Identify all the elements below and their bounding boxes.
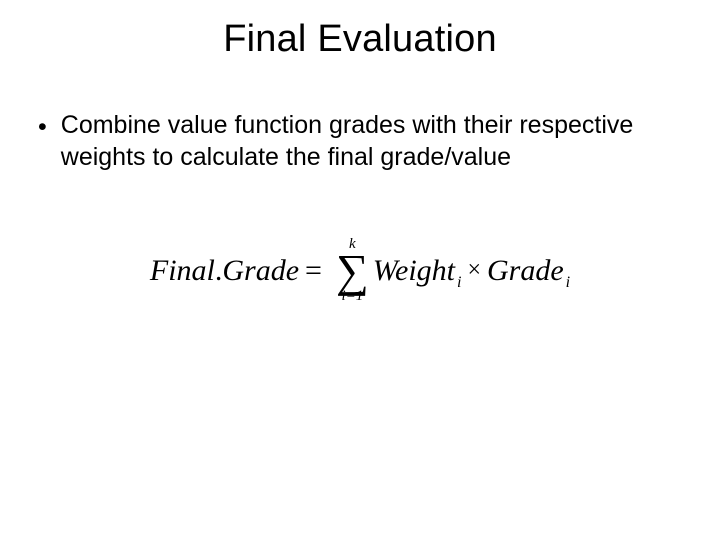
grade-term: Grade i xyxy=(487,254,570,288)
sum-lower: i=1 xyxy=(341,289,363,304)
lhs-grade: Grade xyxy=(222,254,299,288)
weight-subscript: i xyxy=(457,274,461,292)
times-icon: × xyxy=(467,257,481,284)
grade-word: Grade xyxy=(487,254,564,288)
weight-word: Weight xyxy=(373,254,455,288)
formula: Final.Grade = k ∑ i=1 Weight i × Grade i xyxy=(150,237,570,304)
summation: k ∑ i=1 xyxy=(336,237,369,304)
lhs-final: Final xyxy=(150,254,215,288)
formula-region: Final.Grade = k ∑ i=1 Weight i × Grade i xyxy=(0,237,720,304)
bullet-item: • Combine value function grades with the… xyxy=(38,109,660,173)
slide: Final Evaluation • Combine value functio… xyxy=(0,0,720,540)
bullet-dot-icon: • xyxy=(38,111,47,143)
bullet-text: Combine value function grades with their… xyxy=(61,109,660,173)
bullet-list: • Combine value function grades with the… xyxy=(0,109,720,173)
grade-subscript: i xyxy=(566,274,570,292)
equals-sign: = xyxy=(305,254,322,288)
slide-title: Final Evaluation xyxy=(0,0,720,61)
weight-term: Weight i xyxy=(373,254,462,288)
sigma-icon: ∑ xyxy=(336,250,369,291)
lhs-dot: . xyxy=(215,254,223,288)
